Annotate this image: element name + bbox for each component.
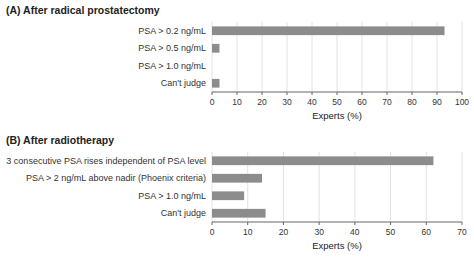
tick-label: 30 [314,227,324,237]
tick-label: 10 [232,97,242,107]
tick-label: 20 [279,227,289,237]
bar [212,156,433,165]
category-label: 3 consecutive PSA rises independent of P… [6,156,206,166]
panel-title: (B) After radiotherapy [6,134,114,146]
x-axis-line [212,92,462,93]
bar [212,26,445,35]
category-label: Can't judge [161,208,206,218]
category-label: PSA > 1.0 ng/mL [138,191,206,201]
tick-label: 30 [282,97,292,107]
tick-label: 20 [257,97,267,107]
tick-label: 90 [432,97,442,107]
tick-label: 70 [457,227,467,237]
grid-line [462,22,463,92]
tick-label: 60 [422,227,432,237]
tick-label: 80 [407,97,417,107]
category-label: PSA > 2 ng/mL above nadir (Phoenix crite… [26,173,206,183]
x-axis-line [212,222,462,223]
bar [212,209,266,218]
category-label: PSA > 0.2 ng/mL [138,26,206,36]
tick-label: 0 [210,97,215,107]
chart-root: (A) After radical prostatectomy 0 10 20 30 40… [0,0,474,260]
tick-label: 100 [455,97,469,107]
tick-label: 50 [332,97,342,107]
x-axis-label: Experts (%) [312,240,362,251]
bars [212,156,433,217]
panel-title: (A) After radical prostatectomy [6,4,160,16]
tick-label: 70 [382,97,392,107]
bar [212,174,262,183]
category-label: PSA > 0.5 ng/mL [138,43,206,53]
panel: (B) After radiotherapy 0 10 20 30 40 50 60 70 3 c… [6,134,467,251]
bar [212,61,213,70]
tick-label: 60 [357,97,367,107]
grid-line [462,152,463,222]
bar [212,44,220,53]
x-axis-label: Experts (%) [312,110,362,121]
bar [212,79,220,88]
tick-label: 40 [307,97,317,107]
tick-label: 0 [210,227,215,237]
category-label: PSA > 1.0 ng/mL [138,61,206,71]
panel: (A) After radical prostatectomy 0 10 20 30 40… [6,4,469,121]
tick-label: 40 [350,227,360,237]
category-label: Can't judge [161,78,206,88]
bar [212,191,244,200]
tick-label: 10 [243,227,253,237]
tick-label: 50 [386,227,396,237]
bars [212,26,445,87]
